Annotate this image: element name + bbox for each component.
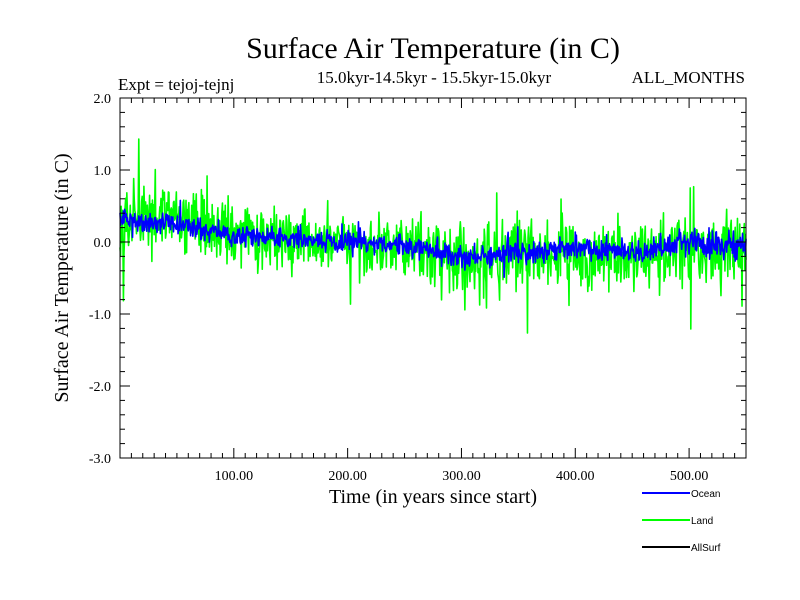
y-tick-label: -2.0 [89, 380, 111, 395]
series-line-land [119, 138, 747, 334]
legend-label-land: Land [691, 516, 713, 527]
x-tick-label: 200.00 [328, 469, 367, 484]
legend-label-ocean: Ocean [691, 489, 720, 500]
x-tick-label: 300.00 [442, 469, 481, 484]
x-tick-label: 500.00 [670, 469, 709, 484]
y-tick-label: -3.0 [89, 452, 111, 467]
expt-label: Expt = tejoj-tejnj [118, 75, 234, 94]
legend-label-allsurf: AllSurf [691, 543, 721, 554]
x-tick-label: 400.00 [556, 469, 595, 484]
series-layer [119, 138, 747, 334]
plot-frame [119, 97, 747, 459]
chart-title: Surface Air Temperature (in C) [246, 32, 620, 65]
chart-subtitle: 15.0kyr-14.5kyr - 15.5kyr-15.0kyr [317, 68, 552, 87]
y-axis-label: Surface Air Temperature (in C) [51, 153, 73, 402]
y-tick-label: 2.0 [94, 92, 112, 107]
legend: Ocean Land AllSurf [642, 489, 721, 554]
y-tick-label: 1.0 [94, 164, 112, 179]
tick-layer: 100.00 200.00 300.00 400.00 500.00 2.0 1.0 0.0 -… [89, 92, 746, 484]
x-tick-label: 100.00 [215, 469, 254, 484]
y-tick-label: -1.0 [89, 308, 111, 323]
series-line-ocean [119, 199, 747, 279]
x-axis-label: Time (in years since start) [329, 486, 537, 508]
y-tick-label: 0.0 [94, 236, 112, 251]
period-label: ALL_MONTHS [632, 68, 745, 87]
